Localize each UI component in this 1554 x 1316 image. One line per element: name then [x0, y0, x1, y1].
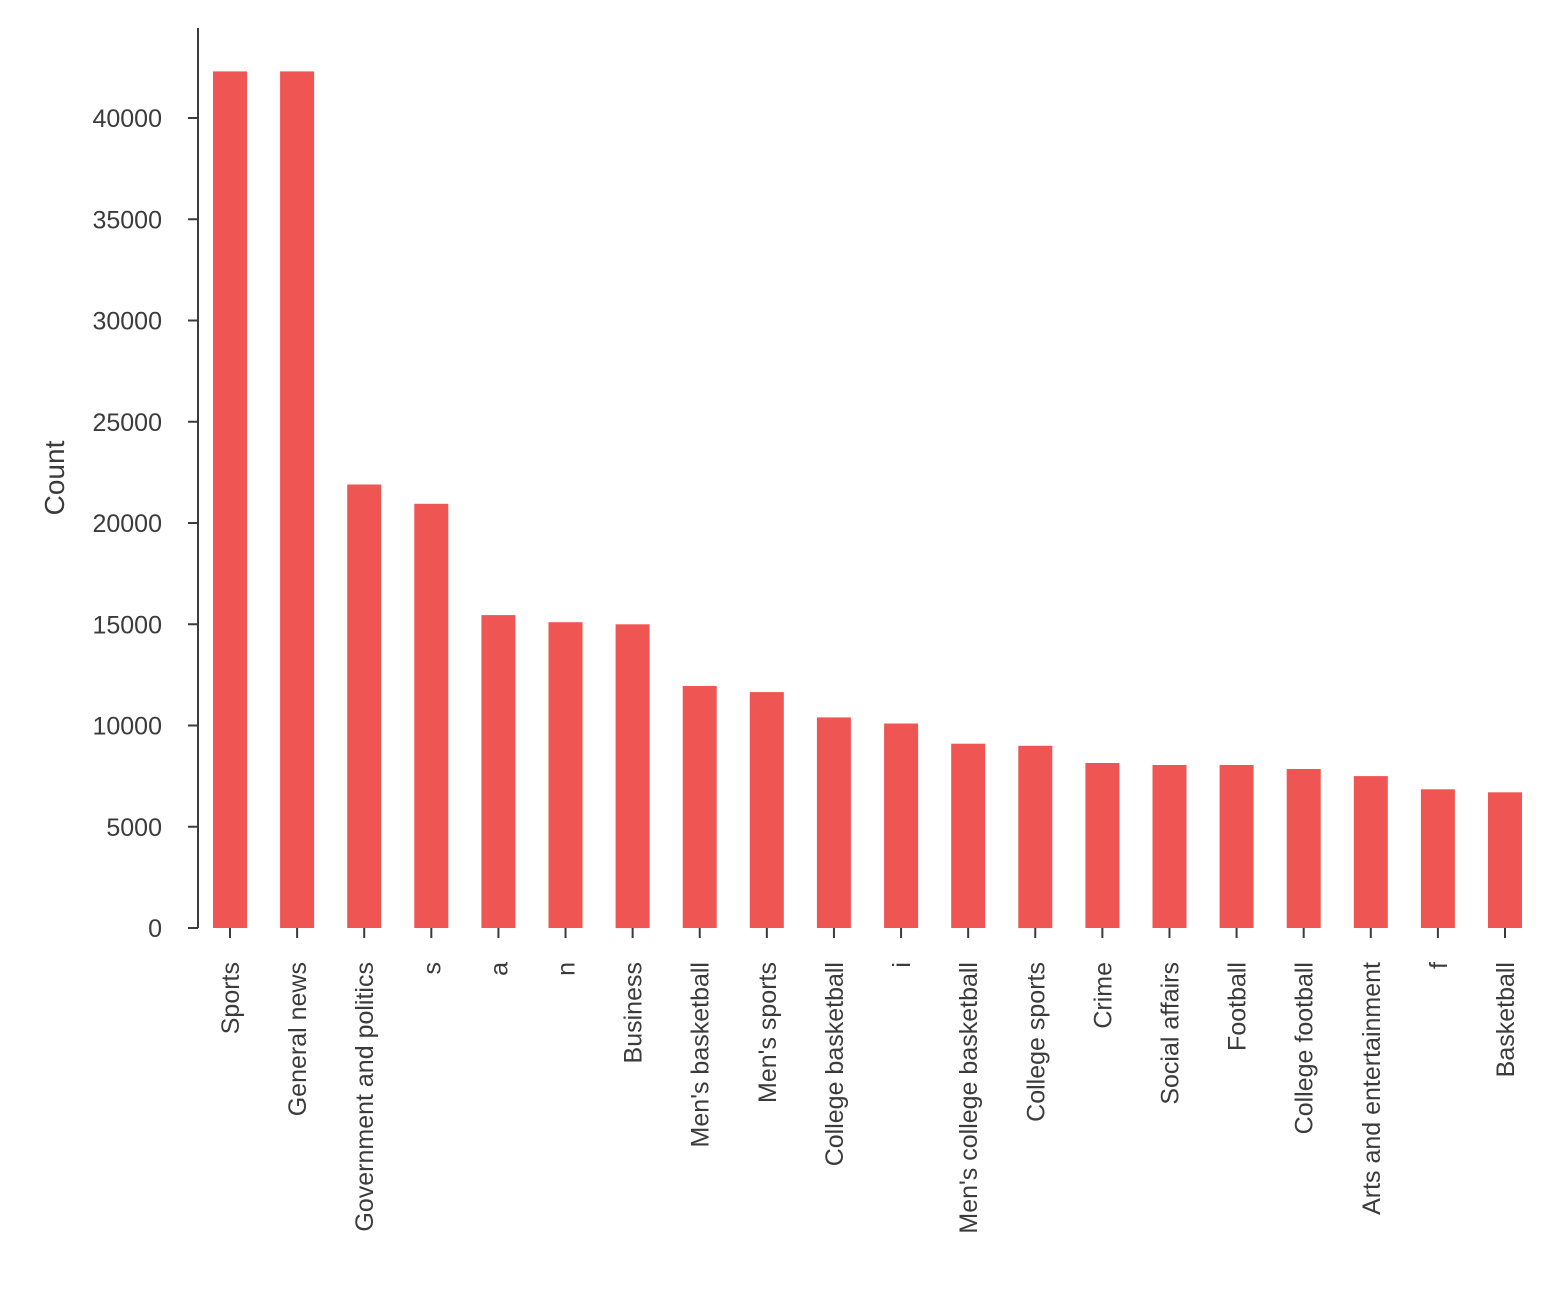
bar-1	[280, 71, 315, 928]
bar-5	[548, 622, 583, 928]
x-tick-label-16: College football	[1291, 962, 1319, 1134]
x-tick-label-5: n	[553, 962, 581, 976]
y-tick-label-6: 30000	[92, 308, 162, 336]
x-tick-label-0: Sports	[217, 962, 245, 1034]
bar-4	[481, 615, 516, 928]
x-tick-label-2: Government and politics	[351, 962, 379, 1232]
x-tick-label-1: General news	[284, 962, 312, 1116]
y-tick-label-0: 0	[148, 915, 162, 943]
x-tick-label-13: Crime	[1089, 962, 1117, 1029]
bar-10	[884, 723, 919, 928]
y-axis-title: Count	[39, 440, 70, 515]
y-tick-label-7: 35000	[92, 206, 162, 234]
x-tick-label-7: Men's basketball	[687, 962, 715, 1147]
bar-0	[213, 71, 247, 928]
bar-3	[414, 503, 449, 928]
x-tick-label-4: a	[485, 962, 513, 976]
y-tick-label-3: 15000	[92, 611, 162, 639]
x-tick-label-17: Arts and entertainment	[1358, 962, 1386, 1215]
bar-18	[1420, 789, 1455, 928]
y-tick-label-5: 25000	[92, 409, 162, 437]
y-tick-label-1: 5000	[106, 814, 162, 842]
bar-19	[1488, 792, 1522, 928]
x-tick-label-3: s	[418, 962, 446, 975]
bar-17	[1353, 776, 1388, 928]
y-tick-label-4: 20000	[92, 510, 162, 538]
bar-12	[1018, 745, 1053, 929]
y-tick-label-2: 10000	[92, 713, 162, 741]
bar-16	[1286, 769, 1321, 928]
bar-7	[682, 686, 717, 928]
bar-13	[1085, 763, 1120, 928]
x-tick-label-11: Men's college basketball	[955, 962, 983, 1234]
x-tick-label-8: Men's sports	[754, 962, 782, 1103]
bar-8	[749, 692, 784, 928]
y-axis-ticks: 0 5000 10000 15000 20000 25000 30000 35000 40000	[92, 105, 198, 943]
bar-2	[347, 484, 382, 928]
x-tick-label-12: College sports	[1022, 962, 1050, 1122]
y-tick-label-8: 40000	[92, 105, 162, 133]
x-axis-ticks: Sports General news Government and politic…	[217, 928, 1520, 1234]
x-tick-label-14: Social affairs	[1156, 962, 1184, 1105]
x-tick-label-15: Football	[1224, 962, 1252, 1051]
bar-11	[951, 743, 986, 928]
x-tick-label-10: i	[888, 962, 916, 968]
bars	[213, 71, 1522, 929]
x-tick-label-6: Business	[620, 962, 648, 1063]
x-tick-label-9: College basketball	[821, 962, 849, 1166]
x-tick-label-19: Basketball	[1492, 962, 1520, 1077]
x-tick-label-18: f	[1425, 962, 1453, 969]
bar-6	[615, 624, 650, 929]
bar-9	[816, 717, 851, 928]
bar-14	[1152, 765, 1187, 928]
bar-15	[1219, 765, 1254, 928]
